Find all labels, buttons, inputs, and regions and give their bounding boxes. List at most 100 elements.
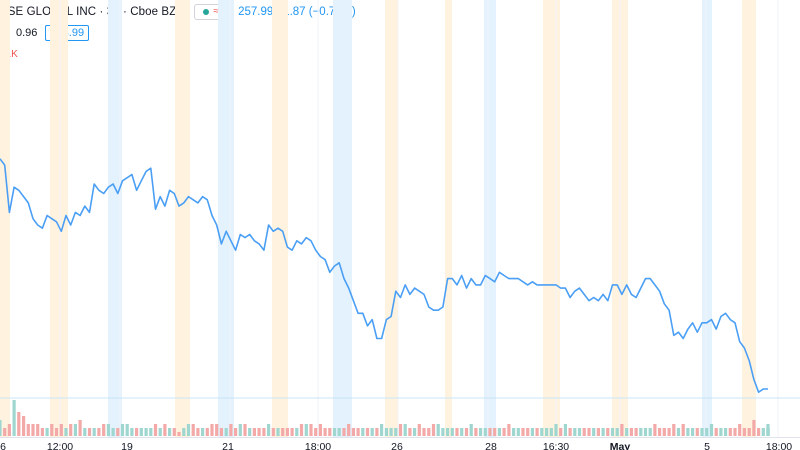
volume-bar xyxy=(596,428,600,436)
volume-bar xyxy=(662,428,666,436)
volume-bar xyxy=(97,428,101,436)
volume-bar xyxy=(125,424,129,436)
volume-bar xyxy=(417,424,421,436)
volume-bar xyxy=(116,428,120,436)
volume-bar xyxy=(474,428,478,436)
volume-bar xyxy=(36,424,40,436)
x-tick-label: 5 xyxy=(704,441,710,450)
volume-bar xyxy=(267,424,271,436)
volume-bar xyxy=(554,424,558,436)
volume-bar xyxy=(243,424,247,436)
volume-bar xyxy=(761,428,765,436)
volume-bar xyxy=(375,428,379,436)
volume-bar xyxy=(12,400,16,436)
volume-bar xyxy=(738,424,742,436)
volume-bar xyxy=(436,424,440,436)
volume-bar xyxy=(191,424,195,436)
volume-bar xyxy=(130,428,134,436)
x-tick-label: 12:00 xyxy=(47,441,73,450)
volume-bar xyxy=(535,428,539,436)
volume-bar xyxy=(398,424,403,436)
volume-bar xyxy=(742,428,746,436)
volume-bar xyxy=(3,428,7,436)
volume-bar xyxy=(219,428,223,436)
volume-bar xyxy=(201,428,205,436)
volume-bar xyxy=(540,428,544,436)
volume-bar xyxy=(158,428,162,436)
volume-bar xyxy=(639,428,643,436)
volume-bar xyxy=(620,424,624,436)
volume-bar xyxy=(516,428,520,436)
x-tick-label: 26 xyxy=(391,441,403,450)
session-band xyxy=(333,0,352,437)
volume-bar xyxy=(530,428,534,436)
volume-bar xyxy=(460,428,464,436)
volume-bar xyxy=(700,428,704,436)
volume-bar xyxy=(606,428,610,436)
volume-bar xyxy=(73,424,77,436)
volume-bar xyxy=(64,428,68,436)
volume-bar xyxy=(549,428,553,436)
volume-bar xyxy=(582,428,586,436)
volume-bar xyxy=(667,428,671,436)
volume-bar xyxy=(526,428,530,436)
volume-bar xyxy=(92,428,96,436)
volume-bar xyxy=(502,428,506,436)
volume-bar xyxy=(257,428,261,436)
volume-bar xyxy=(488,428,492,436)
price-line xyxy=(0,158,768,394)
x-tick-label: 16:30 xyxy=(543,441,569,450)
volume-bar xyxy=(78,420,82,436)
volume-bars xyxy=(0,400,770,436)
volume-bar xyxy=(709,424,714,436)
x-tick-label: 18:00 xyxy=(766,441,792,450)
volume-bar xyxy=(186,424,191,436)
volume-bar xyxy=(757,428,761,436)
volume-bar xyxy=(304,424,308,436)
volume-bar xyxy=(224,428,228,436)
volume-bar xyxy=(493,428,497,436)
volume-bar xyxy=(629,428,633,436)
session-band xyxy=(702,0,712,437)
session-band xyxy=(50,0,68,437)
volume-bar xyxy=(610,428,615,436)
wave-icon: ≈ xyxy=(213,6,219,17)
volume-bar xyxy=(403,424,407,436)
volume-bar xyxy=(332,428,337,436)
volume-bar xyxy=(281,428,285,436)
spread-value: 0.96 xyxy=(16,27,38,39)
volume-bar xyxy=(87,428,92,436)
volume-bar xyxy=(441,428,445,436)
volume-bar xyxy=(347,424,351,436)
volume-bar xyxy=(577,428,582,436)
session-bands xyxy=(0,0,756,437)
session-band xyxy=(385,0,398,437)
time-axis: 6 12:00 19 21 18:00 26 28 16:30 May 5 18:00 xyxy=(0,441,792,450)
volume-bar xyxy=(563,424,567,436)
volume-bar xyxy=(686,428,690,436)
volume-bar xyxy=(431,424,436,436)
volume-bar xyxy=(299,424,304,436)
volume-bar xyxy=(455,428,459,436)
volume-bar xyxy=(290,428,294,436)
volume-bar xyxy=(483,428,487,436)
volume-bar xyxy=(719,428,723,436)
volume-bar xyxy=(0,420,2,436)
volume-bar xyxy=(365,428,370,436)
volume-bar xyxy=(337,428,341,436)
volume-bar xyxy=(512,428,516,436)
volume-bar xyxy=(450,428,454,436)
volume-bar xyxy=(314,428,318,436)
volume-bar xyxy=(59,424,63,436)
volume-bar xyxy=(464,428,469,436)
x-tick-label: 6 xyxy=(0,441,6,450)
x-tick-label: May xyxy=(610,441,631,450)
volume-bar xyxy=(163,424,167,436)
volume-bar xyxy=(31,424,35,436)
symbol-title[interactable]: ASE GLOBAL INC · 30 · Cboe BZX xyxy=(0,6,185,18)
volume-bar xyxy=(625,428,629,436)
volume-bar xyxy=(545,428,549,436)
volume-bar xyxy=(752,420,756,436)
volume-bar xyxy=(139,428,143,436)
